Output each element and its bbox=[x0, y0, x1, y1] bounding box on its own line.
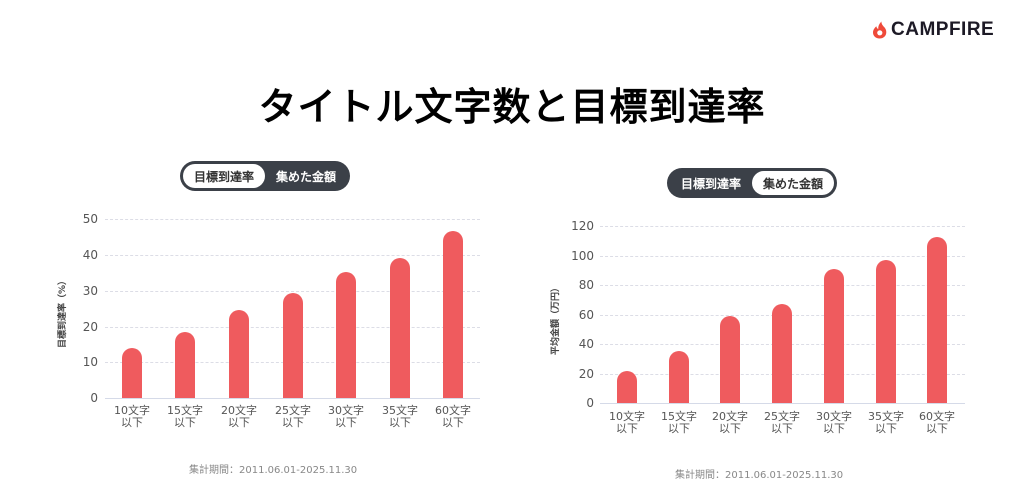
toggle-option-amount[interactable]: 集めた金額 bbox=[752, 171, 835, 195]
x-tick: 10文字 以下 bbox=[609, 410, 645, 435]
y-tick: 40 bbox=[578, 337, 594, 351]
bar-60[interactable] bbox=[443, 231, 463, 398]
aggregation-period: 集計期間：2011.06.01-2025.11.30 bbox=[189, 465, 358, 476]
x-axis-line bbox=[105, 398, 480, 399]
gridline bbox=[600, 285, 965, 286]
y-tick: 20 bbox=[82, 320, 98, 334]
gridline bbox=[105, 291, 480, 292]
y-tick: 60 bbox=[578, 308, 594, 322]
flame-icon bbox=[873, 21, 887, 39]
bar-60[interactable] bbox=[927, 237, 947, 403]
y-tick: 0 bbox=[586, 396, 594, 410]
page-title: タイトル文字数と目標到達率 bbox=[258, 85, 766, 129]
y-tick: 20 bbox=[578, 367, 594, 381]
metric-toggle: 目標到達率 集めた金額 bbox=[667, 168, 838, 198]
gridline bbox=[105, 219, 480, 220]
x-tick: 30文字 以下 bbox=[328, 404, 364, 429]
bar-35[interactable] bbox=[390, 258, 410, 398]
bar-20[interactable] bbox=[229, 310, 249, 398]
gridline bbox=[600, 256, 965, 257]
campfire-logo[interactable]: CAMPFIRE bbox=[872, 19, 994, 41]
x-tick: 25文字 以下 bbox=[275, 404, 311, 429]
y-tick: 50 bbox=[82, 212, 98, 226]
bar-15[interactable] bbox=[669, 351, 689, 403]
y-tick: 100 bbox=[571, 249, 594, 263]
x-tick: 10文字 以下 bbox=[114, 404, 150, 429]
x-tick: 60文字 以下 bbox=[435, 404, 471, 429]
bar-10[interactable] bbox=[122, 348, 142, 398]
y-tick: 10 bbox=[82, 355, 98, 369]
bar-30[interactable] bbox=[336, 272, 356, 398]
bar-25[interactable] bbox=[283, 293, 303, 398]
gridline bbox=[600, 226, 965, 227]
bar-20[interactable] bbox=[720, 316, 740, 403]
bar-25[interactable] bbox=[772, 304, 792, 403]
y-tick: 80 bbox=[578, 278, 594, 292]
bar-30[interactable] bbox=[824, 269, 844, 403]
x-tick: 60文字 以下 bbox=[919, 410, 955, 435]
gridline bbox=[105, 255, 480, 256]
y-axis-label: 平均金額（万円） bbox=[551, 282, 561, 355]
y-tick: 40 bbox=[82, 248, 98, 262]
toggle-option-rate[interactable]: 目標到達率 bbox=[183, 164, 266, 188]
toggle-option-rate[interactable]: 目標到達率 bbox=[681, 176, 742, 191]
bar-chart-amount bbox=[600, 226, 965, 404]
x-tick: 20文字 以下 bbox=[712, 410, 748, 435]
toggle-option-amount[interactable]: 集めた金額 bbox=[276, 169, 337, 184]
x-tick: 15文字 以下 bbox=[167, 404, 203, 429]
y-tick: 120 bbox=[571, 219, 594, 233]
x-tick: 35文字 以下 bbox=[868, 410, 904, 435]
y-tick: 30 bbox=[82, 284, 98, 298]
y-tick: 0 bbox=[90, 391, 98, 405]
x-tick: 15文字 以下 bbox=[661, 410, 697, 435]
x-tick: 30文字 以下 bbox=[816, 410, 852, 435]
x-tick: 20文字 以下 bbox=[221, 404, 257, 429]
x-tick: 35文字 以下 bbox=[382, 404, 418, 429]
y-axis-label: 目標到達率（%） bbox=[58, 275, 68, 348]
brand-name: CAMPFIRE bbox=[891, 19, 995, 40]
bar-10[interactable] bbox=[617, 371, 637, 403]
aggregation-period: 集計期間：2011.06.01-2025.11.30 bbox=[675, 470, 844, 481]
bar-chart-rate bbox=[105, 219, 480, 399]
metric-toggle: 目標到達率 集めた金額 bbox=[180, 161, 351, 191]
bar-15[interactable] bbox=[175, 332, 195, 398]
x-tick: 25文字 以下 bbox=[764, 410, 800, 435]
bar-35[interactable] bbox=[876, 260, 896, 403]
x-axis-line bbox=[600, 403, 965, 404]
